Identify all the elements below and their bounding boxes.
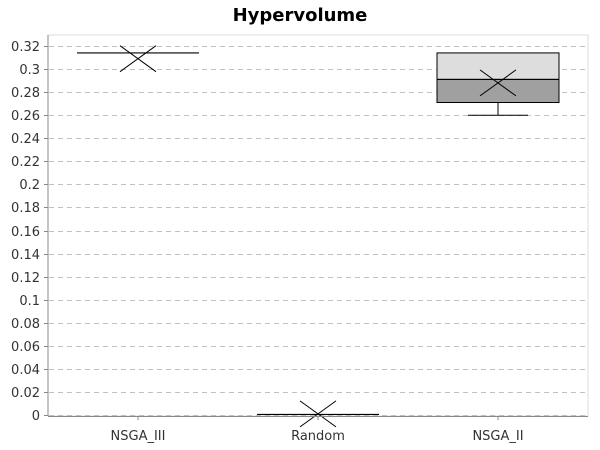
y-tick-label: 0.16 — [11, 225, 40, 240]
chart-title: Hypervolume — [233, 5, 368, 26]
box-upper-quartile — [436, 52, 560, 80]
x-category-label: Random — [291, 429, 345, 444]
box-nsga_iii — [77, 45, 199, 73]
x-axis: NSGA_III Random NSGA_II — [48, 416, 588, 444]
y-tick-label: 0.26 — [11, 109, 40, 124]
box-nsga_ii — [436, 52, 560, 116]
y-tick-label: 0.1 — [19, 294, 40, 309]
y-tick-label: 0.06 — [11, 340, 40, 355]
mean-marker — [479, 69, 517, 97]
y-tick-label: 0.04 — [11, 363, 40, 378]
y-tick-label: 0.32 — [11, 40, 40, 55]
y-tick-label: 0.08 — [11, 317, 40, 332]
y-tick-label: 0.02 — [11, 386, 40, 401]
y-tick-label: 0.3 — [19, 63, 40, 78]
y-tick-label: 0.2 — [19, 178, 40, 193]
y-tick-label: 0.24 — [11, 132, 40, 147]
y-axis: 0 0.02 0.04 0.06 0.08 0.1 0.12 0.14 0.16 0.18 0.2 0… — [11, 35, 49, 424]
y-tick-label: 0.28 — [11, 86, 40, 101]
y-tick-label: 0 — [32, 409, 40, 424]
y-tick-label: 0.12 — [11, 271, 40, 286]
x-category-label: NSGA_II — [472, 429, 523, 444]
mean-marker — [119, 45, 157, 73]
boxes — [77, 45, 560, 428]
y-tick-label: 0.22 — [11, 155, 40, 170]
x-category-label: NSGA_III — [111, 429, 166, 444]
mean-marker — [299, 400, 337, 428]
y-tick-label: 0.14 — [11, 248, 40, 263]
y-tick-label: 0.18 — [11, 201, 40, 216]
box-random — [257, 400, 379, 428]
